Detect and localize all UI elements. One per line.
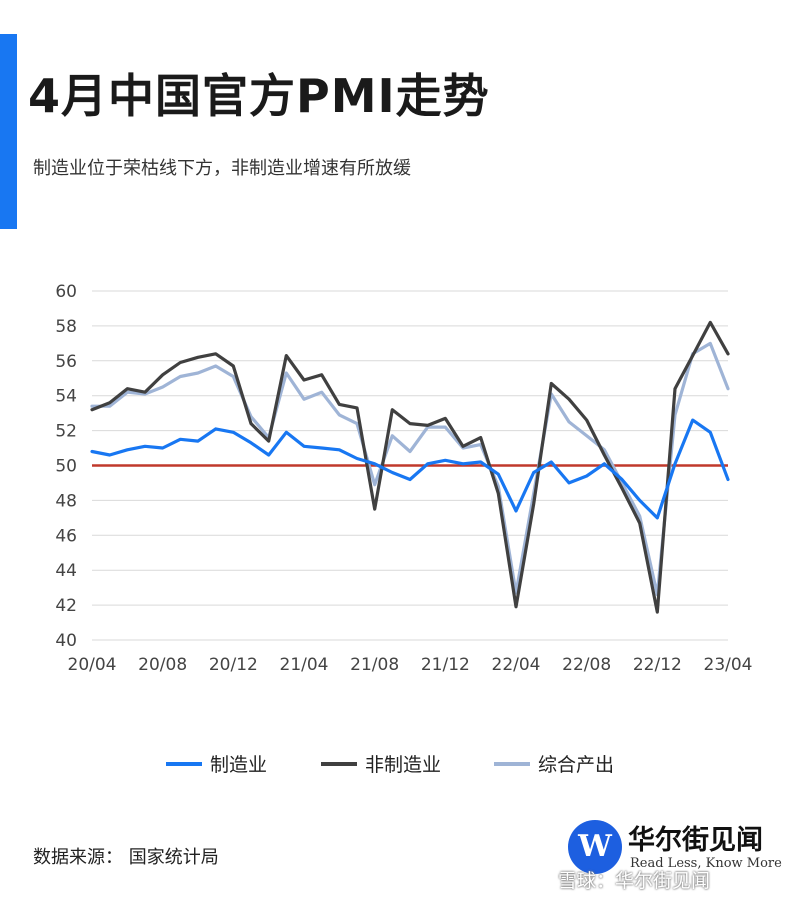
y-tick-label: 54 bbox=[55, 387, 77, 407]
watermark: 雪球：华尔街见闻 bbox=[558, 870, 711, 892]
legend-swatch-composite bbox=[494, 761, 530, 766]
y-tick-label: 44 bbox=[55, 561, 77, 581]
legend-label-non-manufacturing: 非制造业 bbox=[365, 754, 442, 776]
legend-swatch-manufacturing bbox=[166, 761, 202, 766]
y-tick-label: 48 bbox=[55, 491, 77, 511]
legend-label-manufacturing: 制造业 bbox=[210, 754, 268, 776]
logo-slogan: Read Less, Know More bbox=[630, 856, 782, 871]
x-tick-label: 20/12 bbox=[209, 655, 258, 675]
legend: 制造业 非制造业 综合产出 bbox=[0, 750, 800, 780]
y-tick-label: 40 bbox=[55, 631, 77, 651]
y-tick-label: 58 bbox=[55, 317, 77, 337]
y-tick-label: 50 bbox=[55, 457, 77, 477]
logo: W 华尔街见闻 Read Less, Know More bbox=[566, 812, 796, 902]
x-tick-label: 22/04 bbox=[492, 655, 541, 675]
accent-bar bbox=[0, 34, 17, 229]
series-line-non-manufacturing bbox=[90, 320, 730, 614]
data-source: 数据来源： 国家统计局 bbox=[33, 847, 219, 868]
legend-label-composite: 综合产出 bbox=[538, 754, 615, 776]
logo-mark-icon: W bbox=[568, 820, 622, 874]
y-tick-label: 42 bbox=[55, 596, 77, 616]
x-tick-label: 20/08 bbox=[138, 655, 187, 675]
legend-item-non-manufacturing: 非制造业 bbox=[321, 750, 441, 777]
page-subtitle: 制造业位于荣枯线下方，非制造业增速有所放缓 bbox=[33, 158, 411, 179]
logo-name: 华尔街见闻 bbox=[628, 825, 763, 856]
legend-item-manufacturing: 制造业 bbox=[166, 750, 267, 777]
x-tick-label: 23/04 bbox=[704, 655, 753, 675]
y-tick-label: 56 bbox=[55, 352, 77, 372]
legend-swatch-non-manufacturing bbox=[321, 761, 357, 766]
y-tick-label: 52 bbox=[55, 422, 77, 442]
pmi-line-chart: 40 42 44 46 48 50 52 54 56 58 60 20/04 20/08 20/12 21… bbox=[55, 282, 753, 675]
y-tick-label: 60 bbox=[55, 282, 77, 302]
page-title: 4月中国官方PMI走势 bbox=[28, 69, 490, 123]
x-tick-labels: 20/04 20/08 20/12 21/04 21/08 21/12 22/04 22/08… bbox=[68, 655, 753, 675]
legend-item-composite: 综合产出 bbox=[494, 750, 614, 777]
x-tick-label: 20/04 bbox=[68, 655, 117, 675]
x-tick-label: 21/08 bbox=[350, 655, 399, 675]
series-layer bbox=[90, 320, 730, 614]
x-tick-label: 21/04 bbox=[280, 655, 329, 675]
y-tick-label: 46 bbox=[55, 526, 77, 546]
x-tick-label: 21/12 bbox=[421, 655, 470, 675]
x-tick-label: 22/08 bbox=[562, 655, 611, 675]
series-line-manufacturing bbox=[90, 418, 730, 520]
series-line-composite bbox=[90, 341, 730, 597]
y-tick-labels: 40 42 44 46 48 50 52 54 56 58 60 bbox=[55, 282, 77, 651]
x-tick-label: 22/12 bbox=[633, 655, 682, 675]
